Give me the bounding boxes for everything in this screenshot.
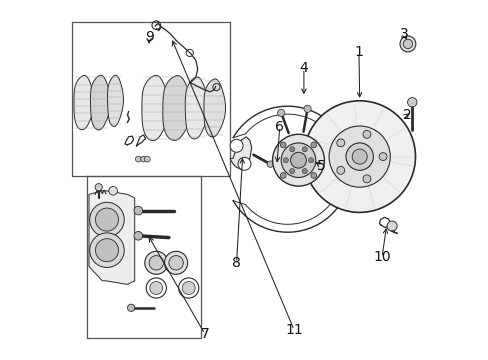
Circle shape — [362, 130, 370, 138]
Text: 10: 10 — [372, 251, 390, 264]
Circle shape — [277, 109, 285, 116]
Polygon shape — [74, 76, 94, 130]
Circle shape — [336, 139, 344, 147]
Circle shape — [141, 156, 146, 162]
Text: 8: 8 — [232, 256, 241, 270]
Polygon shape — [90, 75, 110, 130]
Circle shape — [399, 36, 415, 52]
Circle shape — [403, 39, 412, 49]
Circle shape — [346, 143, 373, 170]
Text: 11: 11 — [285, 323, 303, 337]
Circle shape — [135, 156, 141, 162]
Circle shape — [303, 101, 415, 212]
Text: 2: 2 — [402, 108, 411, 122]
Circle shape — [328, 126, 389, 187]
Polygon shape — [203, 79, 225, 137]
Circle shape — [310, 142, 316, 148]
Polygon shape — [185, 77, 208, 139]
Circle shape — [280, 142, 285, 148]
Circle shape — [266, 161, 273, 167]
Circle shape — [144, 156, 150, 162]
Text: 9: 9 — [144, 31, 153, 44]
Circle shape — [289, 147, 294, 152]
Circle shape — [149, 282, 163, 294]
Text: 5: 5 — [316, 159, 325, 172]
Polygon shape — [163, 76, 191, 140]
Circle shape — [310, 172, 316, 178]
Circle shape — [281, 143, 315, 177]
Circle shape — [238, 157, 250, 170]
Circle shape — [95, 239, 118, 262]
Circle shape — [134, 206, 142, 215]
Polygon shape — [230, 137, 251, 169]
Circle shape — [108, 186, 117, 195]
Polygon shape — [107, 75, 123, 126]
Circle shape — [149, 256, 163, 270]
Circle shape — [308, 158, 313, 163]
Circle shape — [134, 231, 142, 240]
Circle shape — [89, 202, 124, 237]
Circle shape — [336, 166, 344, 174]
Circle shape — [280, 172, 285, 178]
Polygon shape — [142, 75, 169, 141]
Circle shape — [289, 168, 294, 174]
Circle shape — [272, 134, 324, 186]
Polygon shape — [89, 191, 134, 284]
Circle shape — [362, 175, 370, 183]
Circle shape — [89, 233, 124, 267]
Circle shape — [351, 149, 366, 164]
Text: 3: 3 — [399, 27, 408, 41]
Circle shape — [386, 221, 396, 231]
Circle shape — [127, 304, 134, 311]
Text: 1: 1 — [354, 45, 363, 59]
Circle shape — [290, 152, 306, 168]
Text: 7: 7 — [200, 327, 209, 341]
Circle shape — [378, 153, 386, 161]
Circle shape — [144, 251, 167, 274]
Circle shape — [283, 158, 288, 163]
Circle shape — [407, 98, 416, 107]
Circle shape — [164, 251, 187, 274]
Circle shape — [304, 105, 310, 112]
Circle shape — [168, 256, 183, 270]
Circle shape — [95, 208, 118, 231]
Circle shape — [182, 282, 195, 294]
Text: 4: 4 — [299, 62, 307, 75]
Circle shape — [302, 168, 306, 174]
Circle shape — [230, 139, 243, 152]
Text: 6: 6 — [275, 120, 284, 134]
Circle shape — [302, 147, 306, 152]
Circle shape — [95, 184, 102, 191]
